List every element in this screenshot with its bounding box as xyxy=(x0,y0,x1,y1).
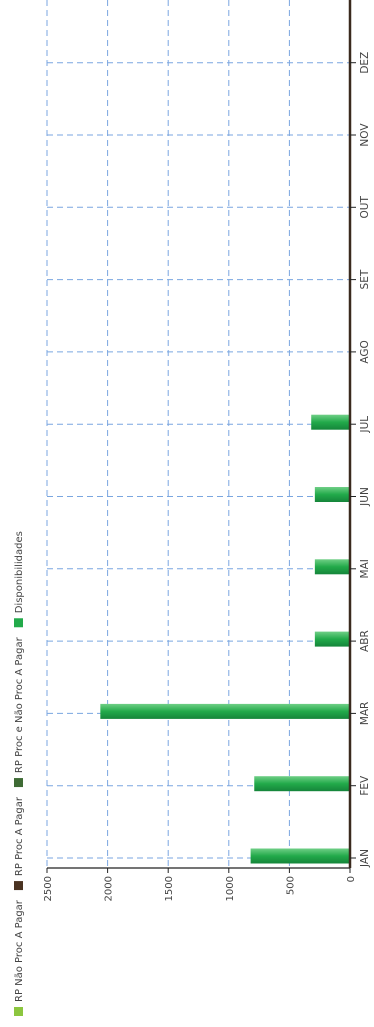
legend-label-0: RP Não Proc A Pagar xyxy=(14,899,25,1002)
legend-label-3: Disponibilidades xyxy=(14,531,25,613)
category-label-nov: NOV xyxy=(359,123,371,147)
category-label-mai: MAI xyxy=(359,559,371,578)
value-tick-label-0: 0 xyxy=(346,876,357,882)
legend-swatch-0 xyxy=(14,1007,23,1016)
bar-mar-3 xyxy=(100,703,350,719)
legend-swatch-3 xyxy=(14,618,23,628)
bar-jul-3 xyxy=(311,414,350,430)
axes xyxy=(46,0,356,873)
category-label-fev: FEV xyxy=(359,775,371,796)
legend-label-2: RP Proc e Não Proc A Pagar xyxy=(14,636,25,773)
legend-swatch-2 xyxy=(14,778,23,788)
category-label-mar: MAR xyxy=(359,702,371,726)
category-label-set: SET xyxy=(359,269,371,289)
category-label-dez: DEZ xyxy=(359,52,371,74)
legend: RP Não Proc A Pagar RP Proc A Pagar RP Pro… xyxy=(14,531,25,1016)
bars xyxy=(100,414,350,864)
category-label-abr: ABR xyxy=(359,630,371,652)
grid xyxy=(46,0,350,868)
value-tick-label-1500: 1500 xyxy=(164,876,175,901)
legend-swatch-1 xyxy=(14,881,23,891)
category-labels: JAN FEV MAR ABR MAI JUN JUL AGO SET OUT NOV DEZ xyxy=(359,52,371,868)
bar-fev-3 xyxy=(254,776,350,792)
category-label-out: OUT xyxy=(359,196,371,219)
bar-jan-3 xyxy=(250,848,350,864)
bar-mai-3 xyxy=(314,559,350,575)
category-label-jan: JAN xyxy=(359,849,371,868)
value-tick-label-2000: 2000 xyxy=(104,876,115,901)
value-tick-label-500: 500 xyxy=(285,876,296,895)
bar-abr-3 xyxy=(314,631,350,647)
value-tick-label-1000: 1000 xyxy=(225,876,236,901)
value-tick-label-2500: 2500 xyxy=(43,876,54,901)
value-labels: 0 500 1000 1500 2000 2500 xyxy=(43,876,357,901)
category-label-ago: AGO xyxy=(359,340,371,363)
category-label-jul: JUL xyxy=(359,416,371,434)
category-label-jun: JUN xyxy=(359,487,371,507)
bar-jun-3 xyxy=(314,487,350,502)
legend-label-1: RP Proc A Pagar xyxy=(14,796,25,876)
